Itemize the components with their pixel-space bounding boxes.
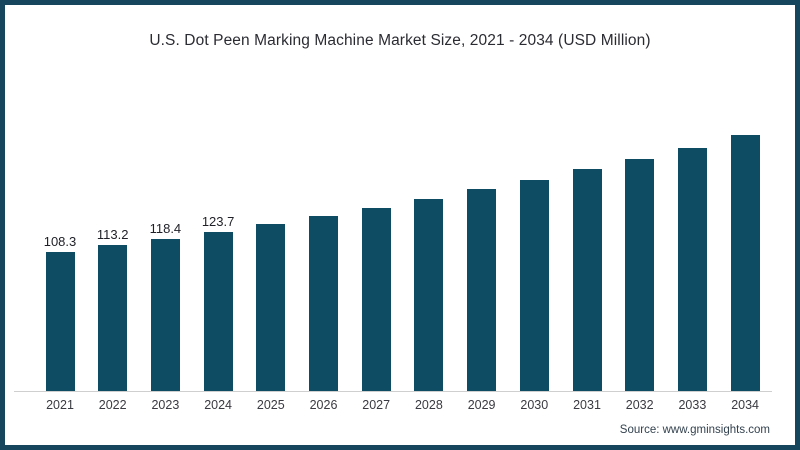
bar-value-label-2023: 118.4	[149, 220, 182, 236]
x-axis-tick-label-2031: 2031	[573, 398, 601, 412]
bar-2026	[309, 216, 338, 391]
chart-title: U.S. Dot Peen Marking Machine Market Siz…	[149, 32, 651, 49]
bar-2023	[150, 238, 180, 391]
bar-2024	[203, 231, 233, 391]
bar-2022	[98, 245, 128, 391]
x-axis-tick-label-2030: 2030	[520, 398, 549, 412]
x-axis-tick-label-2023: 2023	[151, 398, 180, 412]
bar-value-label-2021: 108.3	[43, 233, 77, 249]
x-axis-tick-label-2022: 2022	[98, 398, 127, 412]
bar-2029	[467, 189, 497, 391]
x-axis-tick-label-2033: 2033	[678, 398, 707, 412]
x-axis-line	[14, 391, 772, 392]
bar-2032	[625, 158, 655, 391]
x-axis-tick-label-2027: 2027	[362, 398, 391, 412]
bar-value-label-2022: 113.2	[96, 227, 129, 243]
x-axis-tick-label-2026: 2026	[309, 398, 338, 412]
bar-2030	[519, 179, 549, 391]
bar-2034	[730, 134, 760, 391]
x-axis-tick-label-2024: 2024	[204, 398, 232, 412]
bar-2033	[677, 147, 707, 391]
bar-2031	[572, 168, 602, 391]
x-axis-tick-label-2025: 2025	[256, 398, 285, 412]
x-axis-tick-label-2028: 2028	[414, 398, 443, 412]
bar-2027	[361, 208, 391, 391]
x-axis-tick-label-2034: 2034	[731, 398, 759, 412]
bar-2025	[256, 224, 286, 391]
x-axis-tick-label-2021: 2021	[46, 398, 74, 412]
x-axis-tick-label-2029: 2029	[467, 398, 496, 412]
source-credit: Source: www.gminsights.com	[619, 424, 770, 436]
bar-2028	[414, 198, 444, 391]
bar-2021	[45, 251, 75, 391]
bar-value-label-2024: 123.7	[201, 213, 235, 229]
x-axis-tick-label-2032: 2032	[625, 398, 654, 412]
